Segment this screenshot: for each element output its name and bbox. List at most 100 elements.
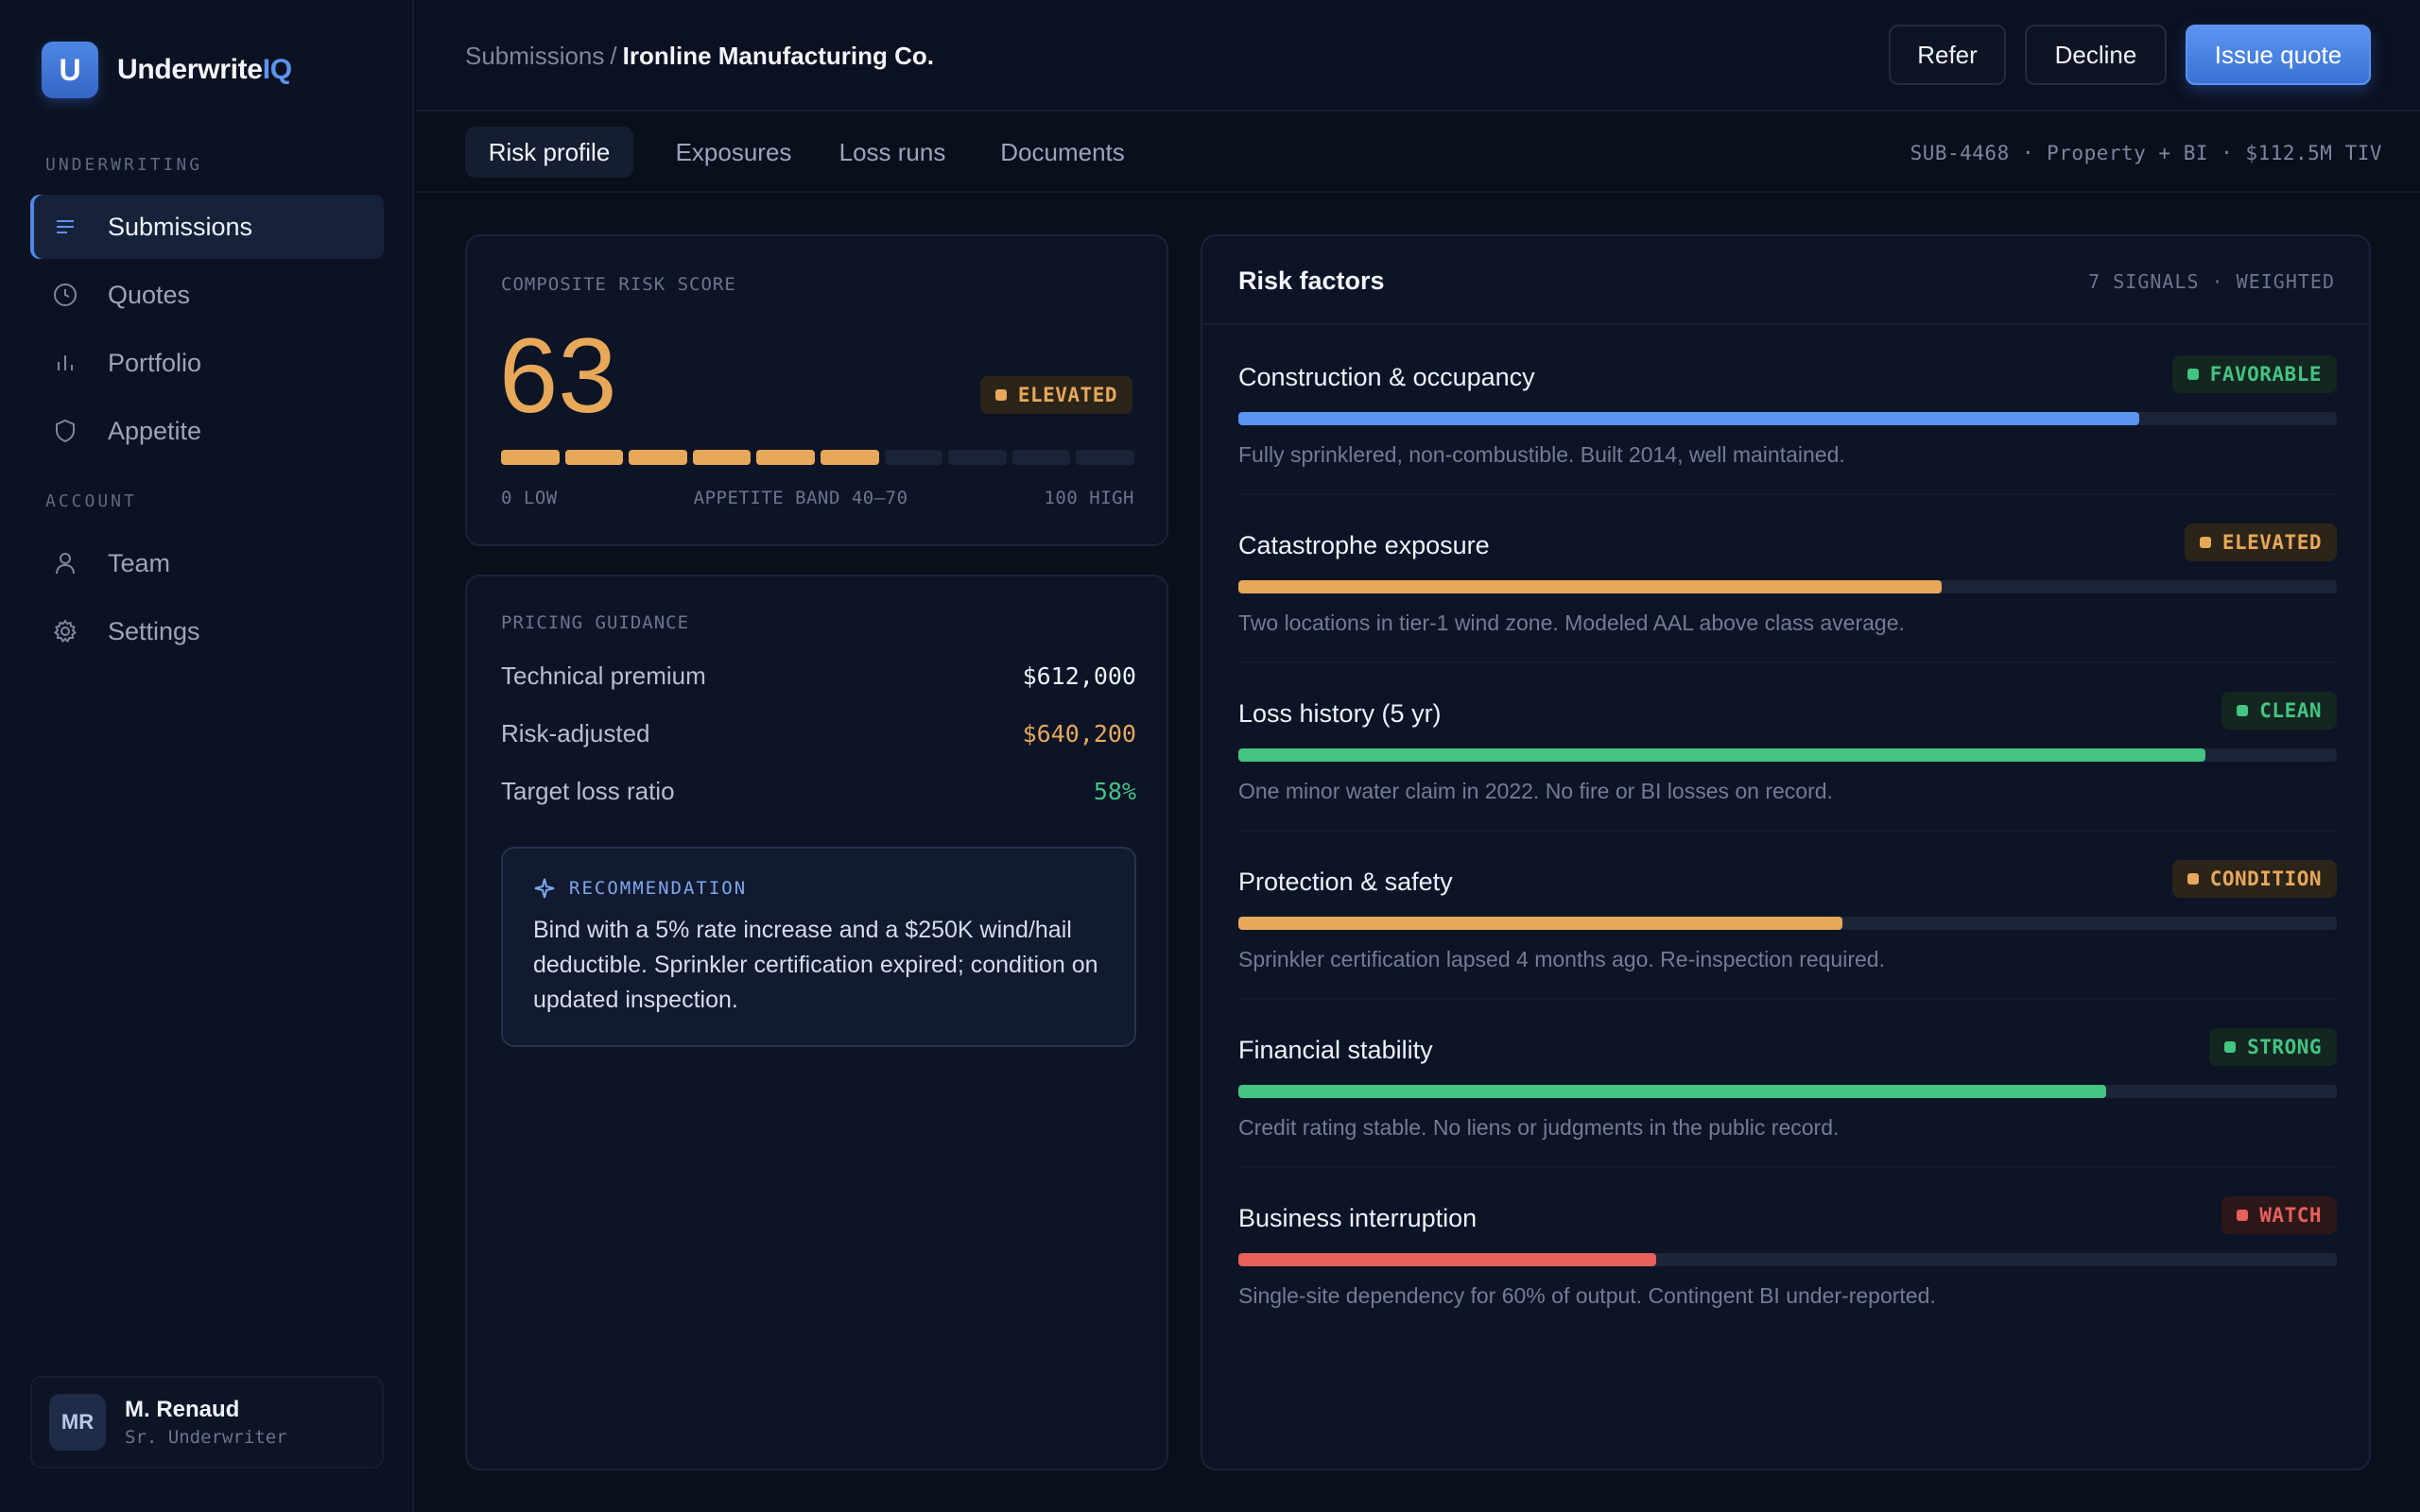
- risk-factor-name: Loss history (5 yr): [1238, 699, 1442, 728]
- risk-factor-badge: CLEAN: [2221, 692, 2337, 730]
- risk-factor-name: Financial stability: [1238, 1036, 1433, 1064]
- tab-exposures[interactable]: Exposures: [675, 137, 792, 166]
- risk-factors-meta: 7 SIGNALS · WEIGHTED: [2088, 270, 2335, 293]
- nav-section-account: ACCOUNT: [45, 491, 137, 511]
- score-scale: 0 LOW APPETITE BAND 40–70 100 HIGH: [501, 488, 1134, 508]
- price-row-loss-ratio: Target loss ratio 58%: [501, 777, 1136, 806]
- badge-dot: [2237, 705, 2249, 716]
- nav-section-underwriting: UNDERWRITING: [45, 155, 203, 175]
- risk-factor-badge: STRONG: [2209, 1028, 2337, 1066]
- risk-factor-row[interactable]: Construction & occupancy FAVORABLE Fully s…: [1238, 327, 2337, 495]
- badge-dot: [994, 389, 1007, 401]
- sidebar-item-quotes[interactable]: Quotes: [30, 263, 384, 327]
- risk-factor-row[interactable]: Financial stability STRONG Credit rating s…: [1238, 1000, 2337, 1168]
- score-segment: [884, 450, 943, 465]
- risk-factor-bar-fill: [1238, 1253, 1656, 1266]
- top-header: Submissions / Ironline Manufacturing Co. R…: [416, 0, 2420, 112]
- sidebar-item-label: Portfolio: [108, 348, 202, 377]
- risk-factor-badge: CONDITION: [2171, 860, 2337, 898]
- risk-factor-bar-fill: [1238, 748, 2205, 762]
- breadcrumb: Submissions / Ironline Manufacturing Co.: [465, 42, 934, 71]
- pricing-guidance-card: PRICING GUIDANCE Technical premium $612,…: [465, 575, 1168, 1470]
- breadcrumb-separator: /: [610, 42, 617, 70]
- risk-factors-card: Risk factors 7 SIGNALS · WEIGHTED Constr…: [1201, 234, 2371, 1470]
- user-icon: [51, 549, 79, 577]
- tab-risk-profile[interactable]: Risk profile: [465, 127, 633, 178]
- recommendation-label: RECOMMENDATION: [569, 878, 748, 899]
- scale-high: 100 HIGH: [1044, 488, 1134, 508]
- price-label: Target loss ratio: [501, 777, 675, 805]
- risk-factor-row[interactable]: Business interruption WATCH Single-site de…: [1238, 1168, 2337, 1336]
- risk-factor-name: Protection & safety: [1238, 868, 1453, 896]
- score-segment: [820, 450, 879, 465]
- breadcrumb-current: Ironline Manufacturing Co.: [622, 42, 934, 70]
- sidebar-item-portfolio[interactable]: Portfolio: [30, 331, 384, 395]
- brand-name-accent: IQ: [262, 54, 292, 85]
- sidebar-item-label: Appetite: [108, 416, 202, 445]
- badge-text: STRONG: [2247, 1036, 2322, 1058]
- shield-icon: [51, 417, 79, 445]
- risk-factor-bar-fill: [1238, 412, 2139, 425]
- user-info: M. Renaud Sr. Underwriter: [125, 1397, 287, 1448]
- avatar: MR: [49, 1394, 106, 1451]
- price-value: $612,000: [1022, 662, 1136, 690]
- score-segment: [692, 450, 752, 465]
- badge-dot: [2237, 1210, 2249, 1221]
- brand-name: UnderwriteIQ: [117, 54, 292, 86]
- risk-factor-bar-fill: [1238, 580, 1942, 593]
- user-role: Sr. Underwriter: [125, 1427, 287, 1448]
- risk-factor-row[interactable]: Loss history (5 yr) CLEAN One minor water …: [1238, 663, 2337, 832]
- brand-name-main: Underwrite: [117, 54, 263, 85]
- risk-factor-row[interactable]: Catastrophe exposure ELEVATED Two location…: [1238, 495, 2337, 663]
- badge-text: WATCH: [2259, 1204, 2322, 1227]
- risk-factor-bar: [1238, 1085, 2337, 1098]
- badge-dot: [2224, 1041, 2237, 1053]
- badge-text: ELEVATED: [1017, 384, 1117, 406]
- brand-logo: U: [42, 42, 98, 98]
- risk-factor-description: Two locations in tier-1 wind zone. Model…: [1238, 610, 1905, 635]
- recommendation-box: RECOMMENDATION Bind with a 5% rate incre…: [501, 847, 1136, 1047]
- decline-button[interactable]: Decline: [2025, 25, 2167, 85]
- risk-factors-header: Risk factors 7 SIGNALS · WEIGHTED: [1202, 236, 2369, 325]
- score-segment: [1076, 450, 1134, 465]
- user-card[interactable]: MR M. Renaud Sr. Underwriter: [30, 1376, 384, 1469]
- tabs-bar: Risk profile Exposures Loss runs Documen…: [416, 113, 2420, 193]
- price-value: 58%: [1093, 778, 1136, 805]
- sidebar-item-submissions[interactable]: Submissions: [30, 195, 384, 259]
- risk-factor-description: Sprinkler certification lapsed 4 months …: [1238, 947, 1885, 971]
- risk-factor-badge: ELEVATED: [2184, 524, 2337, 561]
- sidebar: U UnderwriteIQ UNDERWRITING Submissions …: [0, 0, 414, 1512]
- badge-text: CONDITION: [2209, 868, 2322, 890]
- score-label: COMPOSITE RISK SCORE: [501, 274, 736, 295]
- badge-text: ELEVATED: [2221, 531, 2322, 554]
- risk-factor-badge: WATCH: [2221, 1196, 2337, 1234]
- breadcrumb-parent[interactable]: Submissions: [465, 42, 605, 70]
- price-label: Technical premium: [501, 662, 706, 690]
- sidebar-item-settings[interactable]: Settings: [30, 599, 384, 663]
- risk-factor-bar: [1238, 917, 2337, 930]
- scale-mid: APPETITE BAND 40–70: [693, 488, 908, 508]
- risk-factor-bar: [1238, 412, 2337, 425]
- tab-documents[interactable]: Documents: [1000, 137, 1125, 166]
- sidebar-item-label: Settings: [108, 616, 200, 645]
- score-segment: [501, 450, 560, 465]
- risk-factor-bar: [1238, 748, 2337, 762]
- tab-loss-runs[interactable]: Loss runs: [838, 137, 946, 166]
- issue-quote-button[interactable]: Issue quote: [2186, 25, 2371, 85]
- risk-factor-bar: [1238, 1253, 2337, 1266]
- score-status-badge: ELEVATED: [979, 376, 1132, 414]
- sidebar-item-appetite[interactable]: Appetite: [30, 399, 384, 463]
- risk-factor-row[interactable]: Protection & safety CONDITION Sprinkler ce…: [1238, 832, 2337, 1000]
- user-name: M. Renaud: [125, 1397, 240, 1422]
- score-value: 63: [499, 317, 617, 435]
- sidebar-item-team[interactable]: Team: [30, 531, 384, 595]
- risk-factor-description: One minor water claim in 2022. No fire o…: [1238, 779, 1833, 803]
- score-segment: [1011, 450, 1071, 465]
- refer-button[interactable]: Refer: [1889, 25, 2006, 85]
- risk-factors-title: Risk factors: [1238, 266, 1385, 295]
- score-segment: [756, 450, 815, 465]
- risk-factor-bar-fill: [1238, 1085, 2106, 1098]
- badge-dot: [2187, 873, 2199, 885]
- price-row-risk-adjusted: Risk-adjusted $640,200: [501, 719, 1136, 748]
- brand[interactable]: U UnderwriteIQ: [42, 42, 292, 98]
